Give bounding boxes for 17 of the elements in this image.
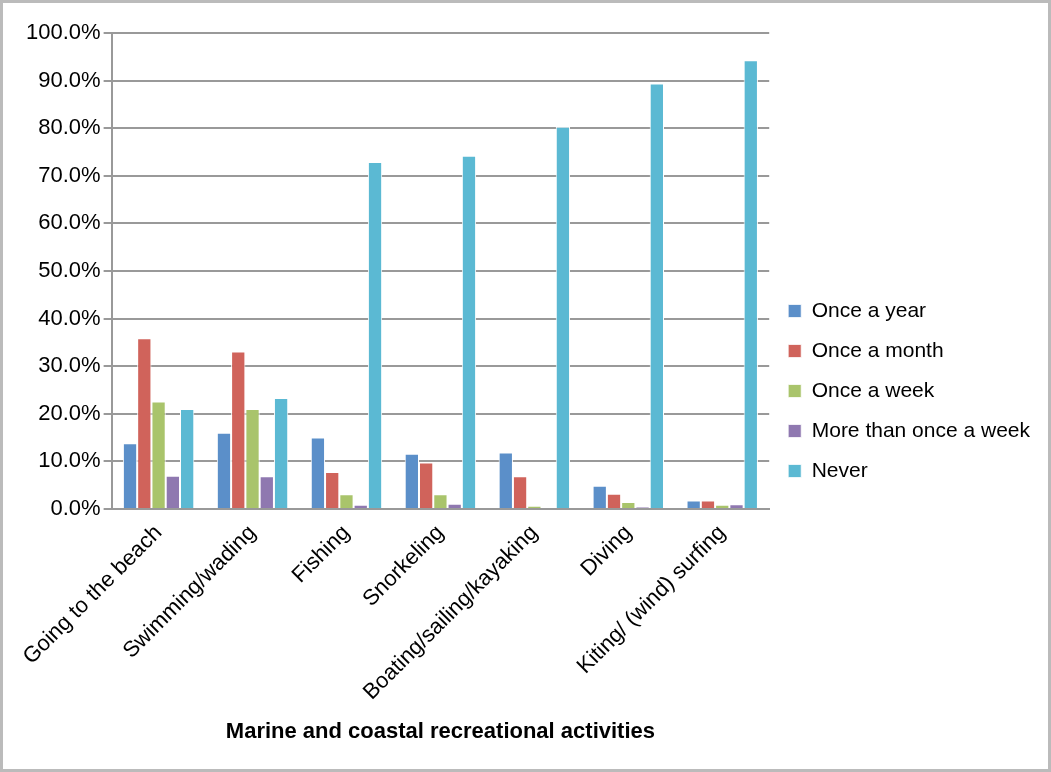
y-tick-label: 60.0% — [38, 209, 101, 235]
legend-label: Once a month — [811, 337, 944, 361]
x-axis-title: Marine and coastal recreational activities — [225, 717, 655, 743]
y-tick-label: 40.0% — [38, 304, 101, 330]
y-tick-label: 80.0% — [38, 114, 101, 140]
legend-label: Never — [811, 457, 868, 481]
y-tick-label: 0.0% — [50, 495, 101, 521]
y-tick-label: 70.0% — [38, 161, 101, 187]
legend-label: Once a week — [811, 377, 935, 401]
y-tick-label: 20.0% — [38, 399, 101, 425]
y-tick-label: 50.0% — [38, 257, 101, 283]
y-tick-label: 100.0% — [25, 19, 101, 45]
y-tick-label: 10.0% — [38, 447, 101, 473]
y-tick-label: 30.0% — [38, 352, 101, 378]
y-tick-label: 90.0% — [38, 66, 101, 92]
legend-label: More than once a week — [811, 417, 1031, 441]
legend-label: Once a year — [811, 297, 927, 321]
